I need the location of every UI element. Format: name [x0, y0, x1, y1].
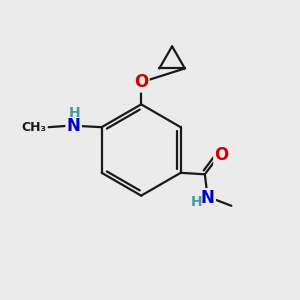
- Text: O: O: [214, 146, 229, 164]
- Text: N: N: [67, 117, 81, 135]
- Text: N: N: [201, 189, 215, 207]
- Text: O: O: [134, 73, 148, 91]
- Text: H: H: [191, 195, 203, 209]
- Text: H: H: [68, 106, 80, 120]
- Text: CH₃: CH₃: [21, 121, 46, 134]
